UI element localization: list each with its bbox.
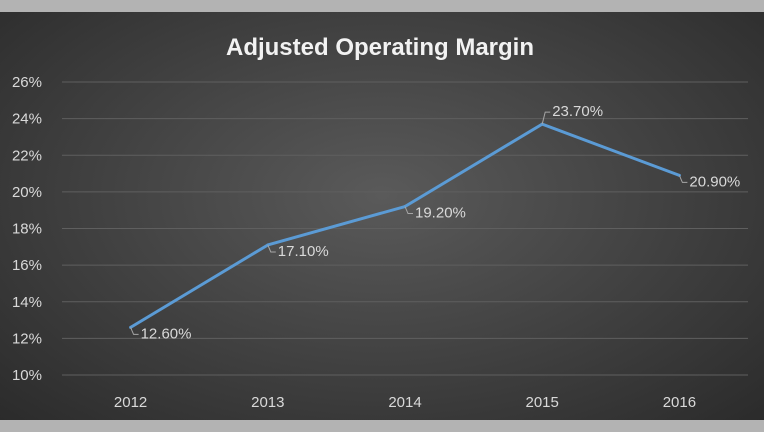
- data-label: 17.10%: [278, 243, 329, 260]
- x-axis-ticks: 2012 2013 2014 2015 2016: [114, 394, 696, 411]
- x-tick-label: 2014: [388, 394, 421, 411]
- gridlines: [62, 81, 748, 376]
- series-layer: [129, 122, 681, 329]
- line-chart: Adjusted Operating Margin 10% 12% 14% 16% 18…: [12, 34, 748, 411]
- y-tick-label: 14%: [12, 294, 42, 311]
- x-tick-label: 2015: [526, 394, 559, 411]
- data-label: 23.70%: [552, 103, 603, 120]
- y-tick-label: 10%: [12, 367, 42, 384]
- label-leader-line: [541, 111, 551, 125]
- y-tick-label: 24%: [12, 111, 42, 128]
- y-tick-label: 16%: [12, 257, 42, 274]
- data-label: 12.60%: [141, 325, 192, 342]
- label-leader-line: [678, 175, 688, 183]
- y-tick-label: 18%: [12, 221, 42, 238]
- label-leader-line: [267, 244, 276, 253]
- data-labels: 12.60% 17.10% 19.20% 23.70% 20.90%: [130, 103, 740, 342]
- y-tick-label: 12%: [12, 330, 42, 347]
- label-leader-line: [130, 327, 139, 335]
- series-line: [129, 122, 680, 329]
- data-label: 20.90%: [689, 173, 740, 190]
- y-tick-label: 20%: [12, 184, 42, 201]
- data-label: 19.20%: [415, 205, 466, 222]
- y-tick-label: 26%: [12, 74, 42, 91]
- label-leader-line: [404, 206, 413, 215]
- y-axis-ticks: 10% 12% 14% 16% 18% 20% 22% 24% 26%: [12, 74, 42, 384]
- x-tick-label: 2013: [251, 394, 284, 411]
- x-tick-label: 2016: [663, 394, 696, 411]
- chart-area: Adjusted Operating Margin 10% 12% 14% 16% 18…: [0, 12, 764, 420]
- chart-title: Adjusted Operating Margin: [226, 34, 534, 61]
- x-tick-label: 2012: [114, 394, 147, 411]
- y-tick-label: 22%: [12, 147, 42, 164]
